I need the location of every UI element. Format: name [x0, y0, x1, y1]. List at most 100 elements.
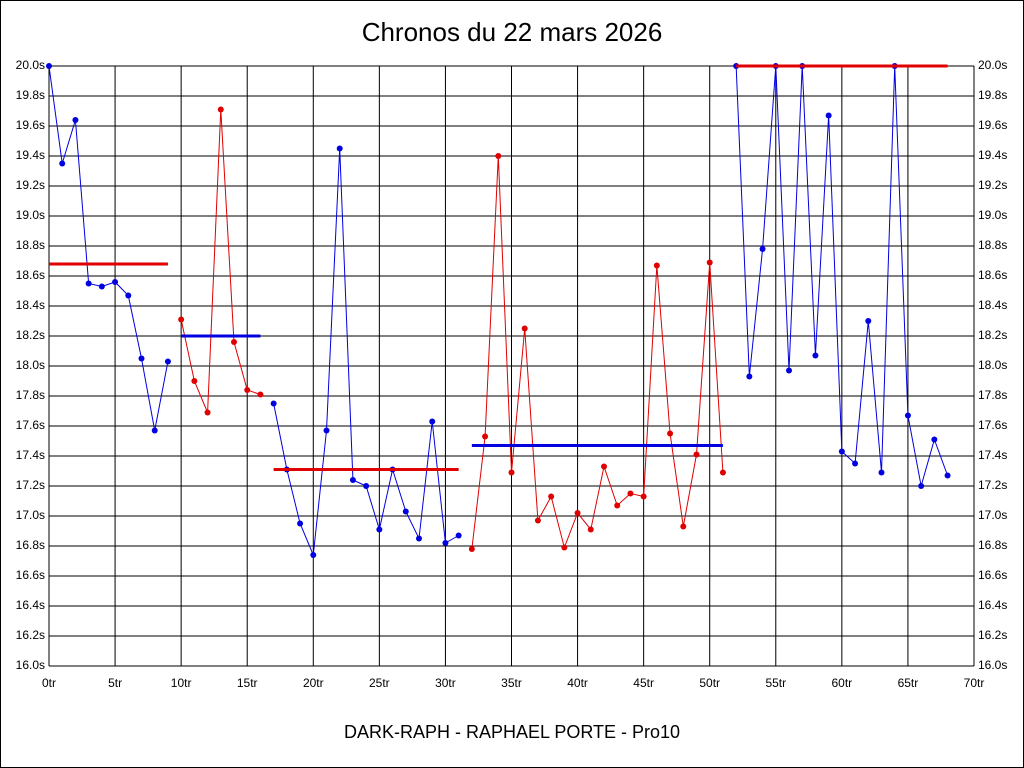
y-tick-label: 19.0s [16, 208, 45, 222]
y-tick-label: 17.0s [16, 508, 45, 522]
x-tick-label: 35tr [501, 676, 522, 690]
data-point [574, 510, 581, 516]
y-tick-label: 16.4s [16, 598, 45, 612]
data-point [786, 367, 792, 374]
data-point [918, 483, 925, 489]
x-tick-label: 55tr [765, 676, 786, 690]
x-tick-label: 20tr [303, 676, 324, 690]
x-tick-label: 30tr [435, 676, 456, 690]
y-tick-label: 16.6s [16, 568, 45, 582]
data-point [376, 526, 383, 533]
y2-tick-label: 20.0s [978, 58, 1007, 72]
y2-tick-label: 16.8s [978, 538, 1007, 552]
data-point [482, 433, 489, 440]
y-tick-label: 18.0s [16, 358, 45, 372]
y-tick-label: 18.6s [16, 268, 45, 282]
x-tick-label: 70tr [964, 676, 985, 690]
y2-tick-label: 17.4s [978, 448, 1007, 462]
data-point [442, 540, 449, 546]
data-point [349, 477, 356, 483]
x-tick-label: 40tr [567, 676, 588, 690]
x-tick-label: 15tr [237, 676, 258, 690]
data-point [495, 153, 502, 159]
data-point [614, 502, 621, 509]
data-point [257, 391, 264, 398]
y2-tick-label: 17.8s [978, 388, 1007, 402]
y2-tick-label: 16.4s [978, 598, 1007, 612]
y2-tick-label: 18.8s [978, 238, 1007, 252]
data-point [72, 117, 79, 123]
y2-tick-label: 17.6s [978, 418, 1007, 432]
y2-tick-label: 17.2s [978, 478, 1007, 492]
data-point [323, 427, 330, 434]
data-point [852, 460, 859, 467]
y-tick-label: 18.2s [16, 328, 45, 342]
y2-tick-label: 18.6s [978, 268, 1007, 282]
y-tick-label: 19.6s [16, 118, 45, 132]
y2-tick-label: 19.2s [978, 178, 1007, 192]
chart-title: Chronos du 22 mars 2026 [362, 17, 663, 47]
data-point [217, 106, 224, 113]
x-tick-label: 25tr [369, 676, 390, 690]
data-point [178, 316, 185, 323]
y2-tick-label: 18.2s [978, 328, 1007, 342]
data-point [204, 409, 211, 416]
data-point [363, 483, 370, 489]
y-tick-label: 19.8s [16, 88, 45, 102]
data-point [587, 526, 594, 533]
series-line [48, 65, 169, 431]
data-point [164, 358, 171, 365]
y2-tick-label: 19.0s [978, 208, 1007, 222]
x-tick-label: 0tr [42, 676, 56, 690]
data-point [838, 448, 845, 455]
x-tick-label: 10tr [171, 676, 192, 690]
data-point [865, 318, 872, 324]
data-point [85, 280, 92, 287]
data-point [231, 339, 237, 345]
data-point [191, 378, 198, 384]
data-point [98, 283, 105, 290]
data-point [548, 493, 555, 500]
y-tick-label: 16.8s [16, 538, 45, 552]
data-point [878, 469, 885, 476]
data-point [680, 523, 687, 530]
data-point [640, 493, 647, 500]
y-tick-label: 17.2s [16, 478, 45, 492]
data-point [336, 145, 343, 152]
data-point [244, 387, 251, 393]
data-point [746, 373, 753, 380]
data-point [46, 63, 52, 69]
data-point [416, 535, 422, 542]
data-point [508, 469, 515, 476]
y-tick-label: 19.4s [16, 148, 45, 162]
y-tick-label: 18.8s [16, 238, 45, 252]
data-point [561, 544, 568, 551]
y2-tick-label: 18.4s [978, 298, 1007, 312]
data-point [719, 469, 726, 476]
data-point [534, 517, 541, 524]
data-point [125, 292, 132, 299]
data-point [521, 325, 528, 332]
y2-tick-label: 18.0s [978, 358, 1007, 372]
y2-tick-label: 19.6s [978, 118, 1007, 132]
y-tick-label: 16.0s [16, 658, 45, 672]
x-tick-label: 50tr [699, 676, 720, 690]
data-point [627, 490, 634, 497]
x-tick-label: 60tr [832, 676, 853, 690]
data-point [653, 262, 660, 269]
data-point [468, 546, 475, 552]
data-point [455, 532, 462, 539]
data-point [944, 472, 951, 479]
data-point [429, 418, 436, 425]
data-point [693, 451, 700, 458]
data-point [706, 259, 713, 266]
y2-tick-label: 16.0s [978, 658, 1007, 672]
data-point [310, 552, 317, 558]
data-point [138, 355, 145, 362]
y2-tick-label: 16.2s [978, 628, 1007, 642]
x-tick-label: 65tr [898, 676, 919, 690]
data-point [812, 352, 819, 359]
y2-tick-label: 17.0s [978, 508, 1007, 522]
data-point [904, 412, 911, 419]
